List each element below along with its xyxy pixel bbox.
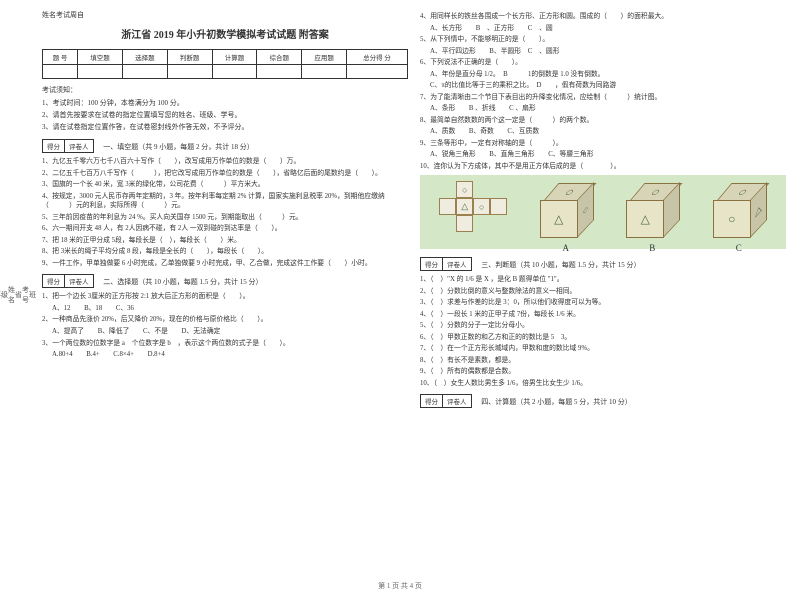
score-label: 得分 xyxy=(43,140,65,152)
choice-opt: A、12 B、18 C、36 xyxy=(52,304,408,314)
choice-opt: A、平行四边形 B、半圆形 C 、圆形 xyxy=(430,47,786,57)
section2-title: 二、选择题（共 10 小题，每题 1.5 分，共计 15 分） xyxy=(103,278,262,286)
fill-q: 3、国旗的一个长 40 米，宽 3米的绿化带，公司花费（ ）平方米大。 xyxy=(42,180,408,190)
judge-q: 4、（ ）一段长 1 米的正甲子成 7份，每段长 1/6 米。 xyxy=(420,310,786,320)
notice-item: 1、考试时间：100 分钟，本卷满分为 100 分。 xyxy=(42,99,408,108)
choice-q: 6、下列说法不正确的是（ ）。 xyxy=(420,58,786,68)
score-box: 得分评卷人 xyxy=(420,257,472,271)
spine-txt: 姓 名 xyxy=(8,285,15,305)
fill-q: 1、九亿五千零六万七千八百六十写作（ ），改写成用万作单位的数是（ ）万。 xyxy=(42,157,408,167)
judge-q: 1、（ ）"X 的 1/6 是 X ，是化 B 题得单位 "1"。 xyxy=(420,275,786,285)
choice-opt: A、提高了 B、降低了 C、不是 D、无法确定 xyxy=(52,327,408,337)
fill-q: 8、把 3米长的绳子平均分成 8 段，每段是全长的（ ），每段长（ ）。 xyxy=(42,247,408,257)
th: 应用题 xyxy=(302,50,347,65)
reviewer-label: 评卷人 xyxy=(443,258,471,270)
choice-opt: A、年份是直分母 1/2。 B 1的倒数是 1.0 没有倒数。 xyxy=(430,70,786,80)
inner-name-line: 姓名考试周自 xyxy=(42,10,408,20)
spine-txt: 考 号 xyxy=(22,285,29,305)
choice-opt: A、锐角三角形 B、直角三角形 C、等腰三角形 xyxy=(430,150,786,160)
score-box: 得分评卷人 xyxy=(42,274,94,288)
cube-net: ○ △ ○ xyxy=(438,181,508,243)
cube-b-label: B xyxy=(623,243,681,253)
th: 判断题 xyxy=(167,50,212,65)
choice-q: 7、为了能清晰由二个节目下表目出的升降变化情况，应绘制（ ）统计图。 xyxy=(420,93,786,103)
spine-txt: 班 xyxy=(29,290,36,300)
score-label: 得分 xyxy=(421,395,443,407)
choice-q: 9、三条等形中，一定有对称轴的是（ ）。 xyxy=(420,139,786,149)
judge-q: 8、（ ）有长不是素数，都是。 xyxy=(420,356,786,366)
paper-title: 浙江省 2019 年小升初数学模拟考试试题 附答案 xyxy=(42,26,408,41)
cube-b: ○ △ B xyxy=(623,183,681,241)
cube-a-label: A xyxy=(537,243,595,253)
cube-c: ○ ○ △ C xyxy=(710,183,768,241)
choice-opt: C、π的比值比等于三的乘积之比。 D ，假有荷数为同路游 xyxy=(430,81,786,91)
left-column: 姓名考试周自 浙江省 2019 年小升初数学模拟考试试题 附答案 题 号 填空题… xyxy=(36,10,414,570)
binding-spine: 班 考 号 省 姓 名 级 不 校 内 校 守 线 村 题组 89 多 xyxy=(8,10,36,570)
judge-q: 6、（ ）甲数正数的和乙方和正的的数比是 5 3。 xyxy=(420,333,786,343)
notice-item: 3、请在试卷指定位置作答，在试卷密封线外作答无效，不予评分。 xyxy=(42,123,408,132)
cube-figure: ○ △ ○ ○ △ ○ A ○ △ B ○ ○ △ xyxy=(420,175,786,249)
fill-q: 6、六一期间开支 48 人，有 2人因病不碰，有 2人 一双到碰的到达率是（ ）… xyxy=(42,224,408,234)
th: 总分得 分 xyxy=(346,50,407,65)
score-label: 得分 xyxy=(421,258,443,270)
right-column: 4、用同样长的铁丝各围成一个长方形、正方形和圆。围成的（ ）的面积最大。 A、长… xyxy=(414,10,792,570)
th: 题 号 xyxy=(43,50,78,65)
notice-title: 考试须知： xyxy=(42,85,408,95)
th: 计算题 xyxy=(212,50,257,65)
section4-title: 四、计算题（共 2 小题，每题 5 分，共计 10 分） xyxy=(481,398,632,406)
score-table: 题 号 填空题 选择题 判断题 计算题 综合题 应用题 总分得 分 xyxy=(42,49,408,79)
section3-title: 三、判断题（共 10 小题，每题 1.5 分，共计 15 分） xyxy=(481,261,640,269)
score-label: 得分 xyxy=(43,275,65,287)
spine-txt: 省 xyxy=(15,290,22,300)
th: 综合题 xyxy=(257,50,302,65)
fill-q: 2、二亿五千七百万八千写作（ ），把它改写成用万作单位的数是（ ），省略亿后面的… xyxy=(42,169,408,179)
choice-q: 4、用同样长的铁丝各围成一个长方形、正方形和圆。围成的（ ）的面积最大。 xyxy=(420,12,786,22)
td xyxy=(43,65,78,79)
choice-q: 10、连你认为下方成体，其中不是用正方体后成的是（ ）。 xyxy=(420,162,786,172)
choice-q: 3、一个两位数的位数字是 a 个位数字是 b ，表示这个两位数的式子是（ ）。 xyxy=(42,339,408,349)
page-footer: 第 1 页 共 4 页 xyxy=(0,581,800,591)
choice-opt: A、长方形 B 、正方形 C 、圆 xyxy=(430,24,786,34)
fill-q: 7、把 18 米的正甲分成 5段，每段长是（ ），每段长（ ）米。 xyxy=(42,236,408,246)
notice-item: 2、请首先按要求在试卷的指定位置填写您的姓名、班级、学号。 xyxy=(42,111,408,120)
choice-opt: A、质数 B、奇数 C、互质数 xyxy=(430,127,786,137)
choice-q: 8、最简单自然数数的两个这一定是（ ）的两个数。 xyxy=(420,116,786,126)
score-box: 得分评卷人 xyxy=(420,394,472,408)
reviewer-label: 评卷人 xyxy=(443,395,471,407)
judge-q: 9、（ ）所有的偶数都是合数。 xyxy=(420,367,786,377)
fill-q: 9、一件工作，甲单独做要 6 小时完成，乙单独做要 9 小时完成，甲、乙合做，完… xyxy=(42,259,408,269)
spine-txt: 不 xyxy=(0,290,1,300)
choice-opt: A、条形 B 、折线 C 、扇形 xyxy=(430,104,786,114)
judge-q: 2、（ ）分数比倒的意义与整数除法的意义一相同。 xyxy=(420,287,786,297)
judge-q: 3、（ ）求差与作差的比是 3：0，所以他们收得度可以为等。 xyxy=(420,298,786,308)
th: 填空题 xyxy=(78,50,123,65)
cube-a: ○ △ ○ A xyxy=(537,183,595,241)
fill-q: 5、三年前因疫苗的年利息为 24 %。买人向关国存 1500 元，到期能取出（ … xyxy=(42,213,408,223)
fill-q: 4、按规定，3000 元人民币存两年定期的，3 年。按年利率每定期 2% 计算，… xyxy=(42,192,408,211)
cube-c-label: C xyxy=(710,243,768,253)
reviewer-label: 评卷人 xyxy=(65,275,93,287)
choice-q: 1、把一个边长 3厘米的正方形按 2:1 放大后正方形的面积是（ ）。 xyxy=(42,292,408,302)
spine-txt: 级 xyxy=(1,290,8,300)
choice-q: 2、一种商品先涨价 20%，后又降价 20%，现在的价格与原价格比（ ）。 xyxy=(42,315,408,325)
score-box: 得分评卷人 xyxy=(42,139,94,153)
th: 选择题 xyxy=(122,50,167,65)
section1-title: 一、填空题（共 9 小题，每题 2 分，共计 18 分） xyxy=(103,143,254,151)
judge-q: 5、（ ）分数的分子一定比分母小。 xyxy=(420,321,786,331)
choice-q: 5、从下列情中，不能够明正的是（ ）。 xyxy=(420,35,786,45)
judge-q: 10、（ ）女生人数比男生多 1/6，倍男生比女生少 1/6。 xyxy=(420,379,786,389)
choice-opt: A.80+4 B.4+ C.8×4+ D.8+4 xyxy=(52,350,408,360)
reviewer-label: 评卷人 xyxy=(65,140,93,152)
judge-q: 7、（ ）在一个正方形长城域内，甲数和度的数比域 9%。 xyxy=(420,344,786,354)
